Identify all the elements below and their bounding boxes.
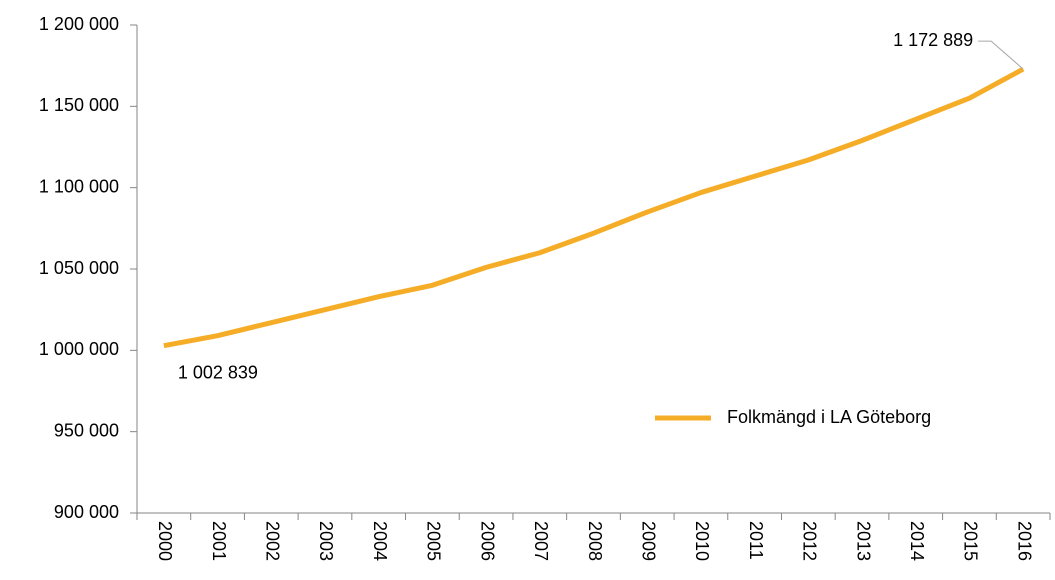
x-tick-label: 2007 <box>531 521 551 561</box>
y-tick-label: 950 000 <box>54 420 119 440</box>
x-tick-label: 2015 <box>961 521 981 561</box>
x-tick-label: 2006 <box>477 521 497 561</box>
x-tick-label: 2009 <box>638 521 658 561</box>
x-tick-label: 2013 <box>853 521 873 561</box>
leader-line <box>978 40 1024 70</box>
data-label: 1 172 889 <box>893 30 973 50</box>
y-tick-label: 1 050 000 <box>39 258 119 278</box>
x-tick-label: 2012 <box>800 521 820 561</box>
x-tick-label: 2011 <box>746 521 766 560</box>
legend-label: Folkmängd i LA Göteborg <box>727 407 931 427</box>
y-tick-label: 1 100 000 <box>39 176 119 196</box>
x-tick-label: 2016 <box>1014 521 1034 561</box>
x-tick-label: 2010 <box>692 521 712 561</box>
y-tick-label: 1 150 000 <box>39 95 119 115</box>
data-label: 1 002 839 <box>178 362 258 382</box>
y-tick-label: 1 000 000 <box>39 339 119 359</box>
x-tick-label: 2005 <box>424 521 444 561</box>
x-tick-label: 2002 <box>263 521 283 561</box>
data-line <box>163 66 1025 349</box>
x-tick-label: 2003 <box>316 521 336 561</box>
x-tick-label: 2008 <box>585 521 605 561</box>
x-tick-label: 2000 <box>155 521 175 561</box>
y-tick-label: 1 200 000 <box>39 14 119 34</box>
x-tick-label: 2014 <box>907 521 927 561</box>
y-tick-label: 900 000 <box>54 502 119 522</box>
x-tick-label: 2001 <box>209 521 229 561</box>
x-tick-label: 2004 <box>370 521 390 561</box>
